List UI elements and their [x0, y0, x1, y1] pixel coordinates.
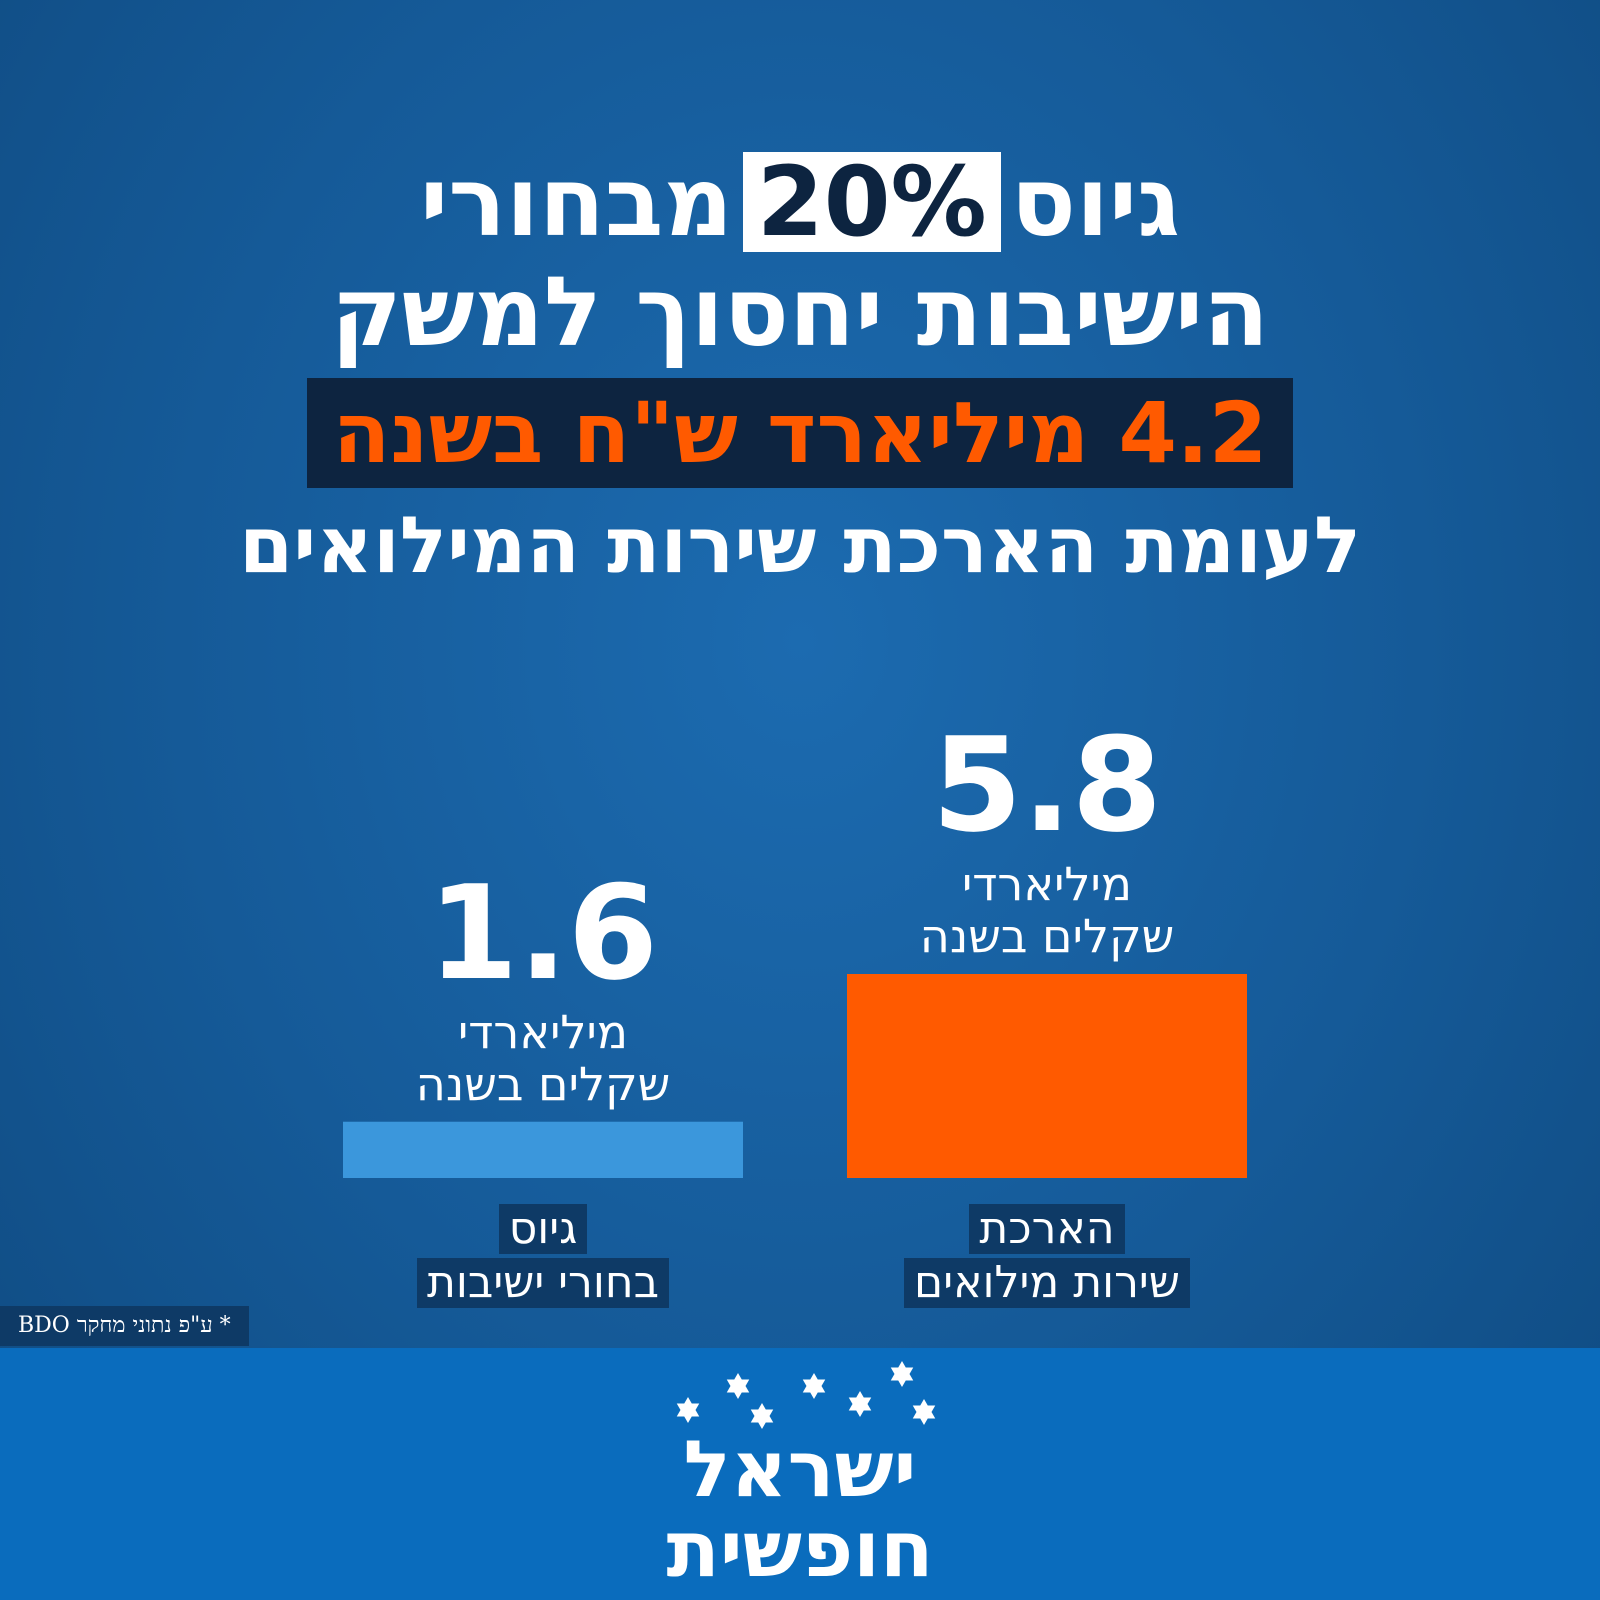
logo-stars-icon	[676, 1361, 936, 1429]
star-of-david-icon	[912, 1405, 936, 1425]
source-note: * ע"פ נתוני מחקר BDO	[0, 1306, 249, 1346]
category-label-yeshiva: גיוס בחורי ישיבות	[343, 1202, 743, 1310]
logo: ישראל חופשית	[560, 1430, 1040, 1590]
category-line: שירות מילואים	[904, 1258, 1190, 1308]
category-line: הארכת	[969, 1204, 1125, 1254]
headline: גיוס20%מבחורי הישיבות יחסוך למשק 4.2 מיל…	[0, 150, 1600, 594]
star-of-david-icon	[848, 1397, 872, 1417]
category-label-reserves: הארכת שירות מילואים	[847, 1202, 1247, 1310]
star-of-david-icon	[802, 1379, 826, 1399]
headline-line-2: הישיבות יחסוך למשק	[330, 256, 1270, 368]
category-line: בחורי ישיבות	[416, 1258, 670, 1308]
headline-line-4: לעומת הארכת שירות המילואים	[238, 501, 1362, 591]
headline-line-1: גיוס20%מבחורי	[0, 150, 1600, 254]
footer-band	[0, 1348, 1600, 1600]
bar-value-label-reserves: 5.8	[931, 709, 1163, 861]
unit-line-billions: מיליארדי	[961, 857, 1133, 911]
star-of-david-icon	[750, 1409, 774, 1429]
unit-line-shekels-per-year: שקלים בשנה	[415, 1056, 671, 1111]
bar-reserves	[847, 974, 1247, 1178]
bar-yeshiva	[343, 1121, 743, 1178]
bar-unit-label-yeshiva: מיליארדי שקלים בשנה	[343, 1006, 743, 1110]
logo-line-2: חופשית	[666, 1505, 934, 1595]
unit-line-billions: מיליארדי	[457, 1004, 629, 1059]
star-of-david-icon	[676, 1403, 700, 1423]
savings-amount-highlight: 4.2 מיליארד ש"ח בשנה	[306, 378, 1294, 488]
headline-word-mibachurei: מבחורי	[419, 146, 733, 258]
unit-line-shekels-per-year: שקלים בשנה	[919, 909, 1175, 963]
bar-value-label-yeshiva: 1.6	[427, 856, 659, 1009]
logo-line-1: ישראל	[683, 1425, 917, 1515]
category-line: גיוס	[498, 1204, 588, 1254]
star-of-david-icon	[890, 1367, 914, 1387]
percent-highlight: 20%	[742, 152, 1001, 252]
star-of-david-icon	[726, 1379, 750, 1399]
headline-word-giyus: גיוס	[1010, 146, 1181, 258]
bar-unit-label-reserves: מיליארדי שקלים בשנה	[847, 858, 1247, 962]
